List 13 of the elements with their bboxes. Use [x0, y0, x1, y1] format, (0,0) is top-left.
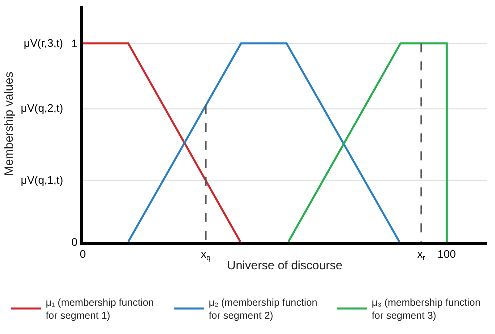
legend-label: μ₃ (membership function for segment 3): [372, 298, 481, 322]
y-tick-label: 1: [72, 38, 78, 51]
x-tick-label: 0: [80, 249, 86, 262]
x-axis-title: Universe of discourse: [227, 258, 344, 272]
legend-label: μ₁ (membership function for segment 1): [46, 298, 154, 322]
y-axis-title: Membership values: [2, 72, 16, 176]
x-tick-label: 100: [438, 249, 456, 262]
ref-line-label: μV(r,3,t): [24, 38, 64, 50]
x-tick-label: x$_{r}$: [417, 249, 426, 263]
x-tick-label: x$_{q}$: [201, 249, 211, 263]
ref-line-label: μV(q,1,t): [21, 175, 64, 187]
legend-label: μ₂ (membership function for segment 2): [209, 298, 318, 322]
ref-line-label: μV(q,2,t): [21, 103, 64, 115]
